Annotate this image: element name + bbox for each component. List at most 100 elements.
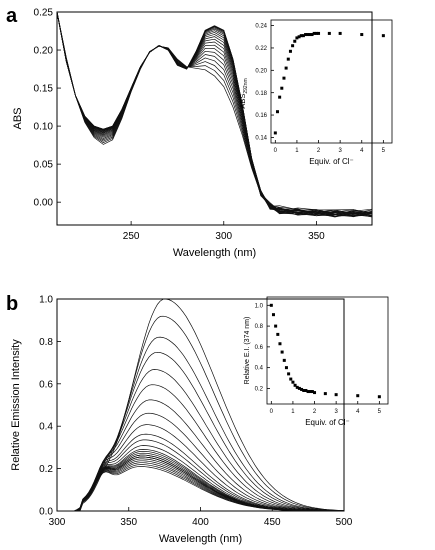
data-point xyxy=(284,366,288,370)
spectrum-line xyxy=(57,12,372,217)
inset-y-title-main: ABS xyxy=(238,94,247,109)
spectrum-line xyxy=(57,12,372,217)
x-tick-label: 5 xyxy=(382,148,386,154)
y-tick-label: 0.0 xyxy=(39,507,53,518)
emission-line xyxy=(57,315,344,511)
data-point xyxy=(381,34,385,38)
spectrum-line xyxy=(57,12,372,215)
x-axis-title: Equiv. of Cl⁻ xyxy=(309,157,354,166)
spectrum-line xyxy=(57,12,372,216)
spectrum-line xyxy=(57,12,372,218)
x-axis-title: Wavelength (nm) xyxy=(173,247,256,259)
data-point xyxy=(360,33,364,37)
y-tick-label: 0.8 xyxy=(255,324,264,330)
data-point xyxy=(313,391,317,395)
data-point xyxy=(274,324,278,328)
y-tick-label: 0.00 xyxy=(34,198,54,209)
data-point xyxy=(297,386,301,390)
x-tick-label: 1 xyxy=(291,409,295,415)
spectrum-line xyxy=(57,12,372,215)
plot-frame xyxy=(270,19,393,144)
data-point xyxy=(280,86,284,90)
data-point xyxy=(312,31,316,35)
spectrum-line xyxy=(57,12,372,218)
spectrum-line xyxy=(57,12,372,217)
data-point xyxy=(282,76,286,80)
data-point xyxy=(327,31,331,35)
chart-b_main: 300 350 400 450 500 0.0 0.2 0.4 0.6 0.8 1.0 Wavelen… xyxy=(10,295,353,546)
spectrum-line xyxy=(57,12,372,217)
data-point xyxy=(356,394,360,398)
data-point xyxy=(299,34,303,38)
data-point xyxy=(293,39,297,43)
panel-letter-b: b xyxy=(6,293,18,315)
data-point xyxy=(310,33,314,37)
emission-line xyxy=(57,412,344,511)
x-tick-label: 250 xyxy=(123,231,140,242)
data-point xyxy=(377,395,381,399)
spectrum-line xyxy=(57,12,372,217)
spectrum-line xyxy=(57,12,372,217)
x-tick-label: 450 xyxy=(264,517,281,528)
y-tick-label: 0.25 xyxy=(34,8,54,19)
data-point xyxy=(334,393,338,397)
x-tick-label: 500 xyxy=(336,517,353,528)
x-tick-label: 5 xyxy=(378,409,382,415)
data-point xyxy=(282,358,286,362)
y-tick-label: 0.22 xyxy=(255,46,267,52)
emission-line xyxy=(57,399,344,511)
data-point xyxy=(269,303,273,307)
x-tick-label: 400 xyxy=(192,517,209,528)
data-point xyxy=(308,33,312,37)
data-point xyxy=(306,390,310,394)
chart-a_inset: 0 1 2 3 4 5 0.14 0.16 0.18 0.20 0.22 0.24 Equiv. of … xyxy=(238,19,393,166)
data-point xyxy=(301,34,305,38)
y-tick-label: 0.6 xyxy=(39,379,53,390)
y-tick-label: 0.24 xyxy=(255,24,267,30)
data-point xyxy=(304,33,308,37)
data-point xyxy=(280,350,284,354)
data-point xyxy=(275,110,279,114)
y-tick-label: 0.2 xyxy=(255,387,264,393)
panel-letter-a: a xyxy=(6,5,18,27)
emission-line xyxy=(57,466,344,511)
x-tick-label: 2 xyxy=(317,148,321,154)
x-tick-label: 350 xyxy=(120,517,137,528)
y-tick-label: 0.14 xyxy=(255,136,267,142)
data-point xyxy=(300,387,304,391)
y-tick-label: 0.10 xyxy=(34,122,54,133)
data-point xyxy=(317,31,321,35)
y-tick-label: 1.0 xyxy=(39,295,53,306)
data-point xyxy=(310,390,314,394)
spectrum-line xyxy=(57,12,372,217)
data-point xyxy=(323,392,327,396)
data-point xyxy=(295,36,299,40)
inset-y-title-sub: 292nm xyxy=(243,78,249,93)
spectrum-line xyxy=(57,12,372,217)
x-tick-label: 4 xyxy=(356,409,360,415)
x-tick-label: 1 xyxy=(295,148,299,154)
x-tick-label: 0 xyxy=(270,409,274,415)
y-tick-label: 0.15 xyxy=(34,84,54,95)
emission-line xyxy=(57,450,344,511)
x-tick-label: 3 xyxy=(338,148,342,154)
data-point xyxy=(284,66,288,70)
chart-a_main: 250 300 350 0.00 0.05 0.10 0.15 0.20 0.25 Wavelen… xyxy=(12,8,373,259)
data-point xyxy=(295,385,299,389)
x-tick-label: 300 xyxy=(215,231,232,242)
y-tick-label: 0.20 xyxy=(34,46,54,57)
data-point xyxy=(304,388,308,392)
plot-frame xyxy=(56,11,373,226)
emission-line xyxy=(57,336,344,511)
x-tick-label: 350 xyxy=(308,231,325,242)
x-tick-label: 3 xyxy=(334,409,338,415)
data-point xyxy=(289,377,293,381)
data-point xyxy=(338,31,342,35)
data-point xyxy=(273,131,277,135)
spectrum-line xyxy=(57,12,372,218)
y-tick-label: 0.20 xyxy=(255,68,267,74)
data-point xyxy=(291,380,295,384)
data-point xyxy=(293,383,297,387)
inset-y-axis-title: Relative E.I. (374 nm) xyxy=(244,317,251,385)
